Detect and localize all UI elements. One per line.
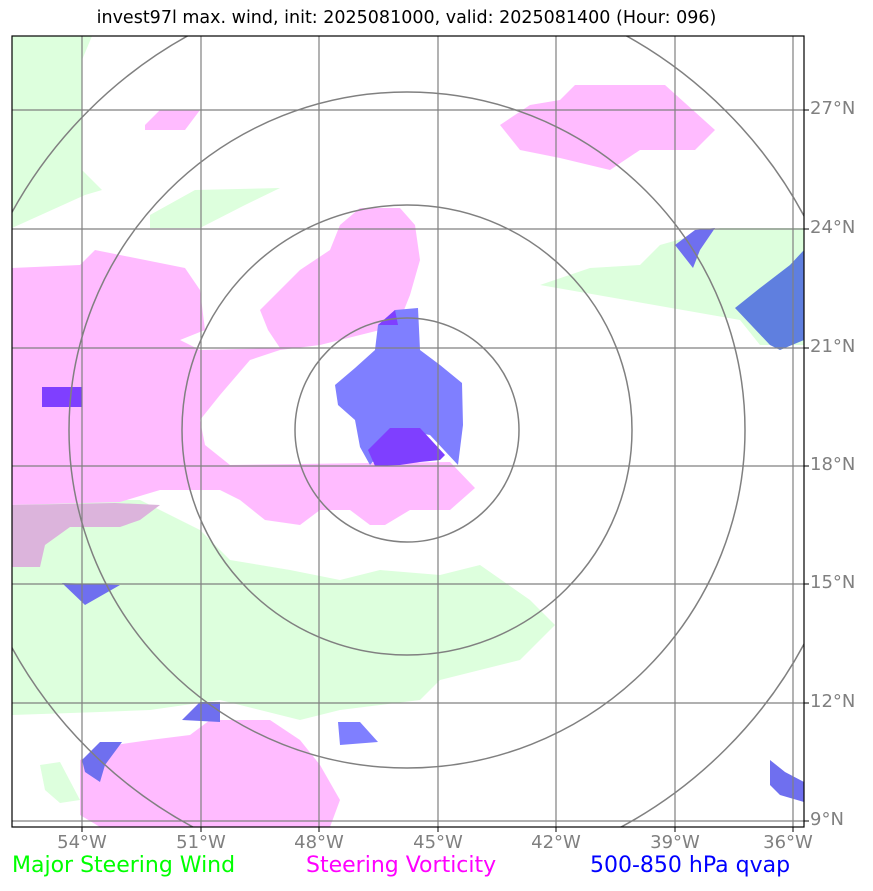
lat-label-21n: 21°N bbox=[810, 336, 856, 357]
lon-label-39w: 39°W bbox=[650, 832, 700, 853]
range-rings bbox=[12, 36, 804, 827]
steering-vorticity-regions bbox=[12, 85, 715, 827]
legend-qvap: 500-850 hPa qvap bbox=[590, 853, 791, 878]
range-ring-3 bbox=[68, 91, 746, 769]
lat-label-15n: 15°N bbox=[810, 572, 856, 593]
plot-frame bbox=[11, 35, 805, 828]
range-ring-1 bbox=[294, 317, 520, 543]
lat-label-9n: 9°N bbox=[810, 809, 844, 830]
lat-label-27n: 27°N bbox=[810, 98, 856, 119]
lat-label-12n: 12°N bbox=[810, 691, 856, 712]
range-ring-2 bbox=[181, 204, 633, 656]
lon-label-45w: 45°W bbox=[413, 832, 463, 853]
steering-wind-regions bbox=[12, 36, 804, 803]
lat-label-24n: 24°N bbox=[810, 217, 856, 238]
axis-ticks bbox=[81, 109, 809, 832]
lat-label-18n: 18°N bbox=[810, 454, 856, 475]
lat-lon-grid bbox=[12, 36, 804, 827]
map-title: invest97l max. wind, init: 2025081000, v… bbox=[96, 8, 717, 28]
lon-label-48w: 48°W bbox=[294, 832, 344, 853]
legend-steering-wind: Major Steering Wind bbox=[12, 853, 236, 878]
qvap-regions bbox=[42, 228, 804, 802]
lon-label-54w: 54°W bbox=[57, 832, 107, 853]
lon-label-42w: 42°W bbox=[531, 832, 581, 853]
lon-label-51w: 51°W bbox=[176, 832, 226, 853]
legend-steering-vorticity: Steering Vorticity bbox=[306, 853, 497, 878]
lon-label-36w: 36°W bbox=[763, 832, 813, 853]
